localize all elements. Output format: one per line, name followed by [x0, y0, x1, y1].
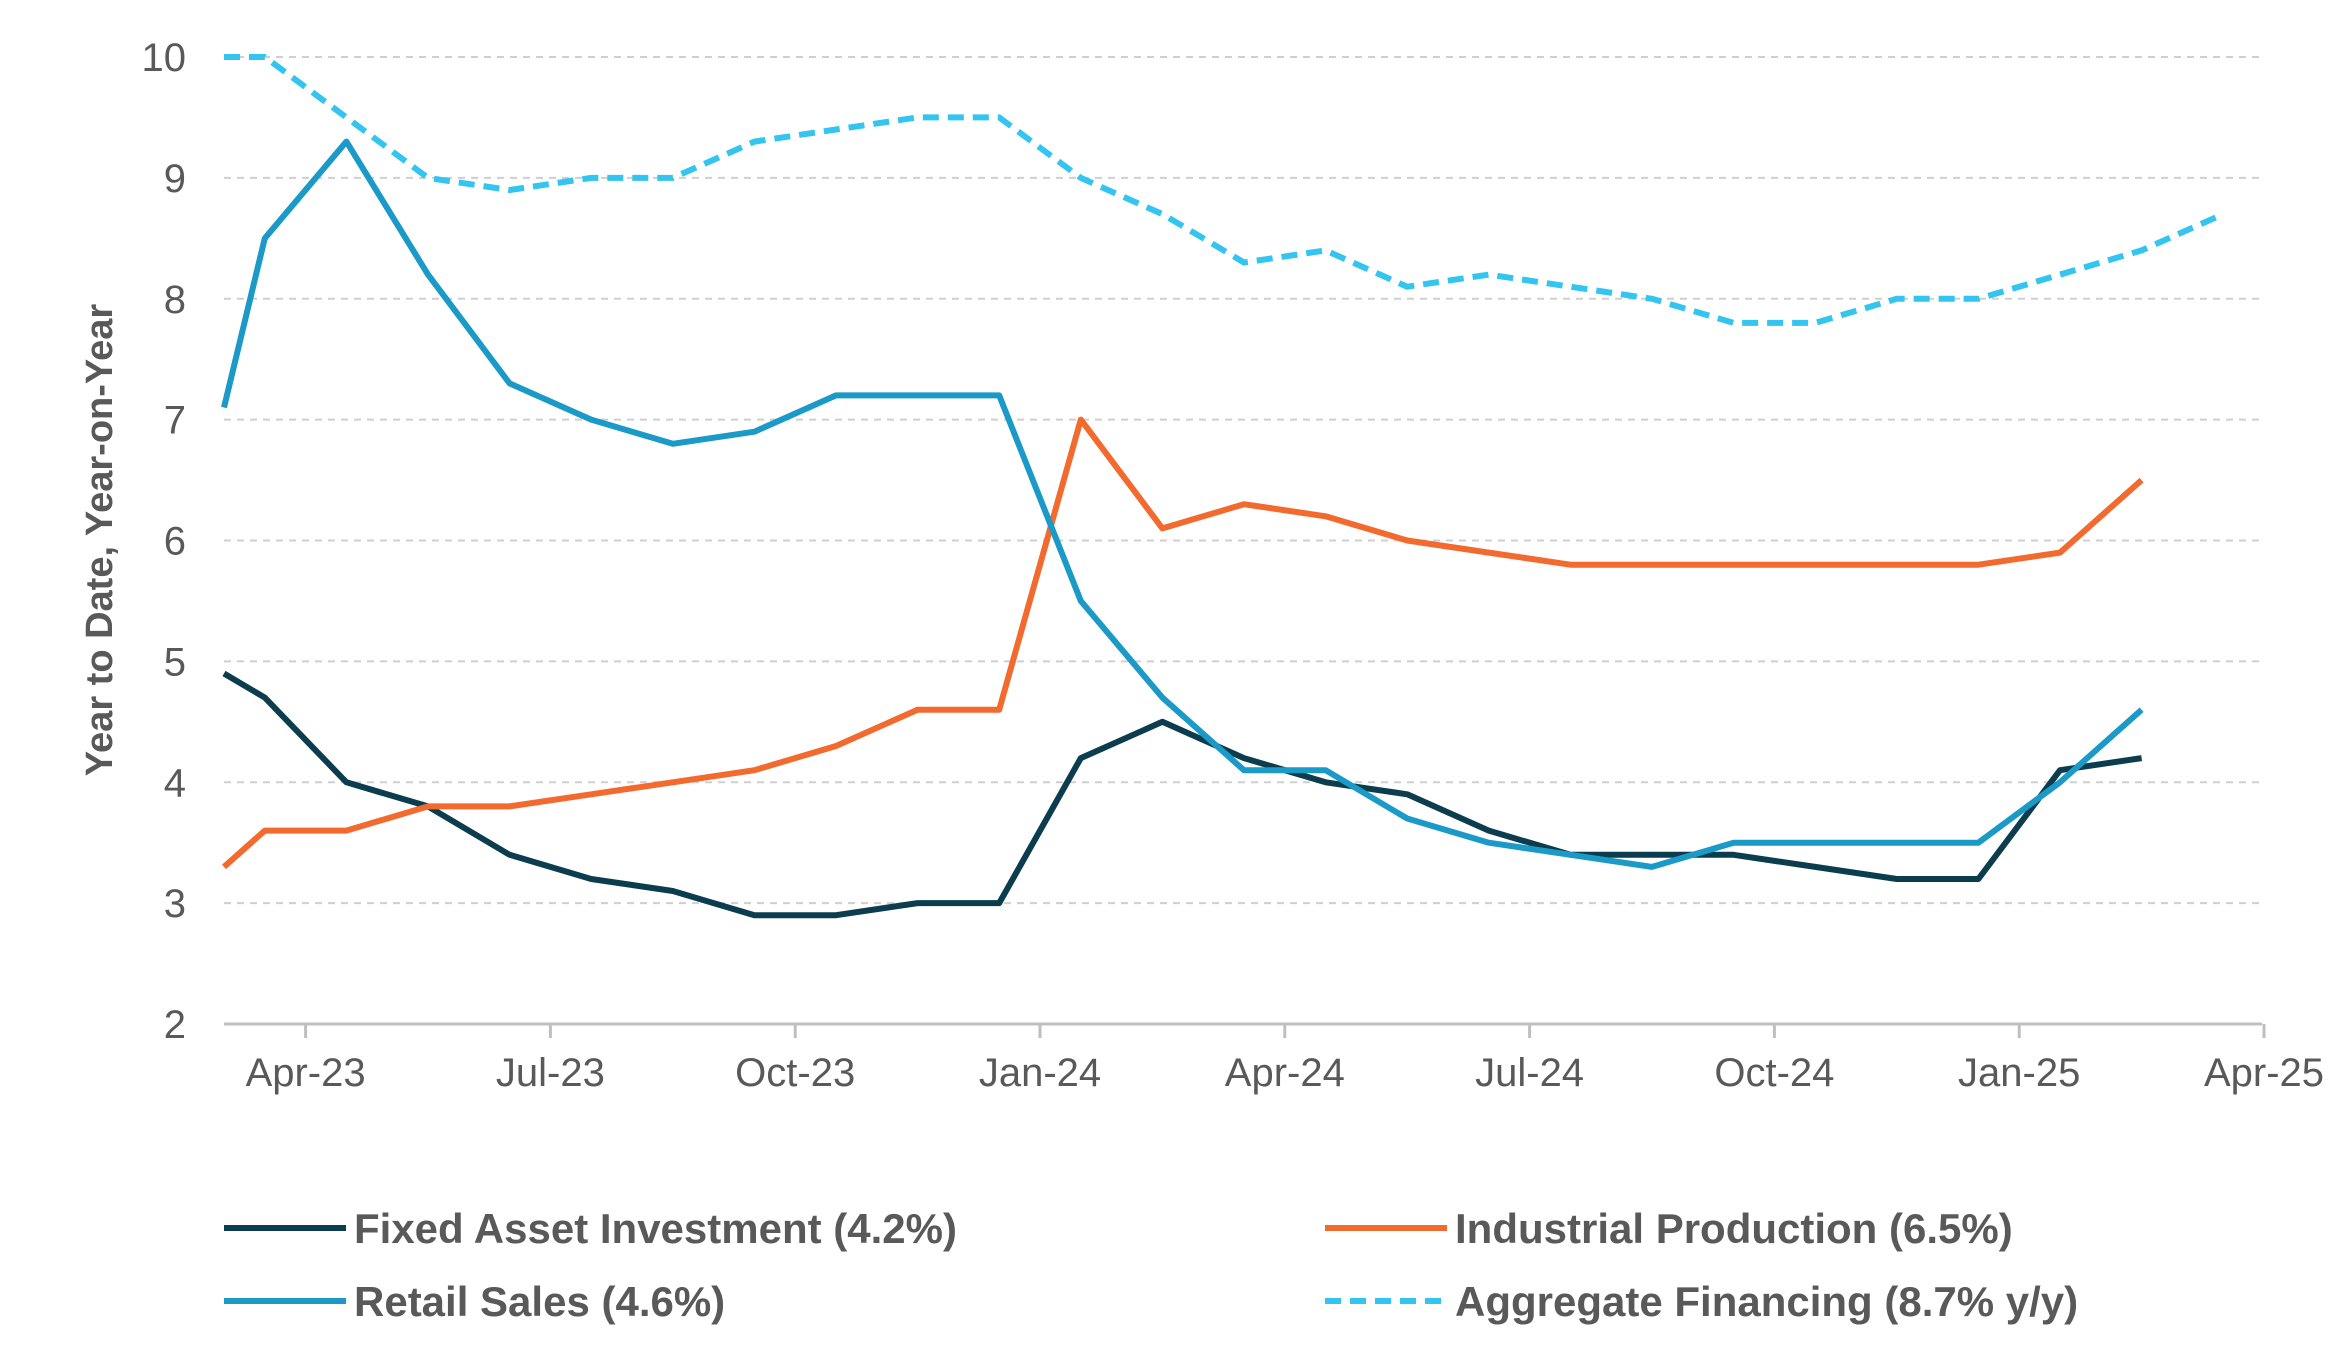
y-tick-label: 8	[164, 278, 186, 322]
x-tick-label: Oct-23	[735, 1051, 855, 1095]
x-tick-label: Apr-24	[1225, 1051, 1345, 1095]
y-tick-label: 6	[164, 520, 186, 564]
y-tick-label: 2	[164, 1003, 186, 1047]
x-tick-label: Jan-24	[979, 1051, 1101, 1095]
y-tick-label: 3	[164, 882, 186, 926]
x-tick-label: Jul-23	[496, 1051, 605, 1095]
y-tick-label: 9	[164, 157, 186, 201]
series-line	[222, 670, 2143, 919]
series-lines	[221, 54, 2225, 919]
legend-label: Fixed Asset Investment (4.2%)	[354, 1205, 957, 1252]
series-line	[221, 138, 2144, 870]
legend-label: Industrial Production (6.5%)	[1455, 1205, 2013, 1252]
y-tick-label: 4	[164, 761, 186, 805]
gridlines	[224, 56, 2262, 905]
y-tick-label: 5	[164, 640, 186, 684]
x-tick-label: Apr-25	[2204, 1051, 2324, 1095]
y-tick-label: 7	[164, 399, 186, 443]
x-tick-label: Apr-23	[246, 1051, 366, 1095]
y-axis-ticks: 2 3 4 5 6 7 8 9 10	[142, 36, 187, 1047]
series-line	[224, 54, 2225, 326]
x-tick-label: Jan-25	[1958, 1051, 2080, 1095]
y-tick-label: 10	[142, 36, 187, 80]
x-tick-label: Jul-24	[1475, 1051, 1584, 1095]
legend-label: Aggregate Financing (8.7% y/y)	[1455, 1278, 2078, 1325]
legend: Fixed Asset Investment (4.2%) Industrial …	[224, 1205, 2078, 1325]
legend-label: Retail Sales (4.6%)	[354, 1278, 725, 1325]
y-axis-label: Year to Date, Year-on-Year	[79, 304, 121, 777]
x-axis-ticks: Apr-23 Jul-23 Oct-23 Jan-24 Apr-24 Jul-24 Oct-…	[246, 1024, 2324, 1095]
x-tick-label: Oct-24	[1714, 1051, 1834, 1095]
series-line	[222, 416, 2144, 870]
